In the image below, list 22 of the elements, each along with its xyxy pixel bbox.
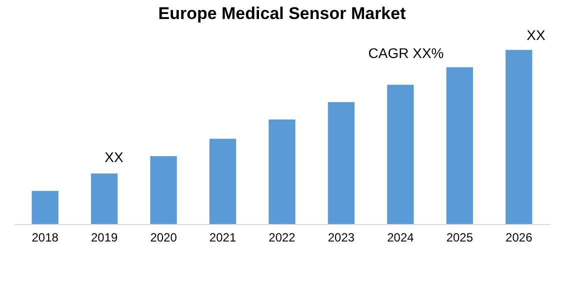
x-tick-label: 2025 — [446, 230, 474, 244]
bar — [268, 120, 296, 224]
x-tick-label: 2019 — [90, 230, 118, 244]
bar — [446, 67, 474, 224]
chart-title: Europe Medical Sensor Market — [158, 4, 406, 23]
x-tick-label: 2018 — [32, 230, 59, 244]
x-tick-label: 2022 — [268, 230, 296, 244]
x-tick-label: 2024 — [387, 230, 414, 244]
text: XX — [526, 27, 546, 43]
bar — [90, 174, 118, 224]
bar — [506, 50, 532, 224]
x-tick-label: 2023 — [328, 230, 355, 244]
bar — [328, 102, 355, 224]
x-tick-label: 2020 — [150, 230, 178, 244]
annotation: CAGR XX% — [368, 45, 444, 61]
bar — [209, 138, 236, 224]
bar — [150, 156, 177, 224]
x-tick-label: 2021 — [209, 230, 236, 244]
bar — [32, 190, 58, 224]
bar — [387, 84, 414, 224]
x-tick-label: 2026 — [506, 230, 533, 244]
annotation: XX — [104, 149, 124, 165]
